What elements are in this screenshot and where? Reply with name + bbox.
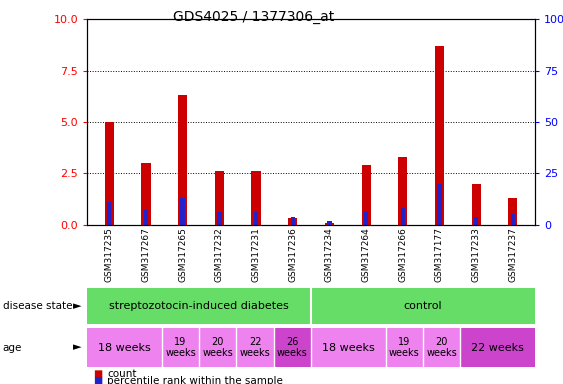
Text: 20
weeks: 20 weeks <box>203 337 233 358</box>
Text: GSM317233: GSM317233 <box>472 227 481 282</box>
Bar <box>254 212 258 225</box>
Text: streptozotocin-induced diabetes: streptozotocin-induced diabetes <box>109 301 289 311</box>
Text: 19
weeks: 19 weeks <box>389 337 419 358</box>
Text: count: count <box>107 369 136 379</box>
Bar <box>472 184 481 225</box>
Text: ►: ► <box>73 343 82 353</box>
Text: ■: ■ <box>93 376 102 384</box>
Bar <box>437 184 441 225</box>
Text: GSM317177: GSM317177 <box>435 227 444 282</box>
Bar <box>217 212 222 225</box>
Text: 18 weeks: 18 weeks <box>322 343 375 353</box>
Text: GSM317266: GSM317266 <box>398 227 407 282</box>
Text: GSM317232: GSM317232 <box>215 227 224 282</box>
Bar <box>105 122 114 225</box>
Text: percentile rank within the sample: percentile rank within the sample <box>107 376 283 384</box>
Text: GSM317264: GSM317264 <box>361 227 370 282</box>
Text: ■: ■ <box>93 369 102 379</box>
Bar <box>144 210 148 225</box>
Bar <box>511 214 515 225</box>
Text: age: age <box>3 343 22 353</box>
Text: 22
weeks: 22 weeks <box>240 337 270 358</box>
Text: GSM317237: GSM317237 <box>508 227 517 282</box>
Bar <box>325 223 334 225</box>
Text: GSM317234: GSM317234 <box>325 227 334 282</box>
Bar <box>181 198 185 225</box>
Text: 18 weeks: 18 weeks <box>98 343 151 353</box>
Bar <box>474 217 479 225</box>
Bar <box>398 157 408 225</box>
Bar <box>178 95 187 225</box>
Text: GDS4025 / 1377306_at: GDS4025 / 1377306_at <box>173 10 334 23</box>
Bar <box>291 217 295 225</box>
Bar <box>288 218 297 225</box>
Text: GSM317236: GSM317236 <box>288 227 297 282</box>
Bar <box>141 163 150 225</box>
Bar <box>508 198 517 225</box>
Text: GSM317267: GSM317267 <box>141 227 150 282</box>
Text: 20
weeks: 20 weeks <box>426 337 457 358</box>
Text: disease state: disease state <box>3 301 72 311</box>
Bar <box>364 212 368 225</box>
Bar <box>215 171 224 225</box>
Text: control: control <box>404 301 443 311</box>
Bar <box>401 208 405 225</box>
Bar <box>435 46 444 225</box>
Text: GSM317231: GSM317231 <box>252 227 261 282</box>
Text: 26
weeks: 26 weeks <box>277 337 308 358</box>
Bar <box>107 202 111 225</box>
Text: 19
weeks: 19 weeks <box>165 337 196 358</box>
Bar <box>327 220 332 225</box>
Text: GSM317235: GSM317235 <box>105 227 114 282</box>
Text: 22 weeks: 22 weeks <box>471 343 524 353</box>
Bar <box>252 171 261 225</box>
Text: GSM317265: GSM317265 <box>178 227 187 282</box>
Text: ►: ► <box>73 301 82 311</box>
Bar <box>361 165 370 225</box>
